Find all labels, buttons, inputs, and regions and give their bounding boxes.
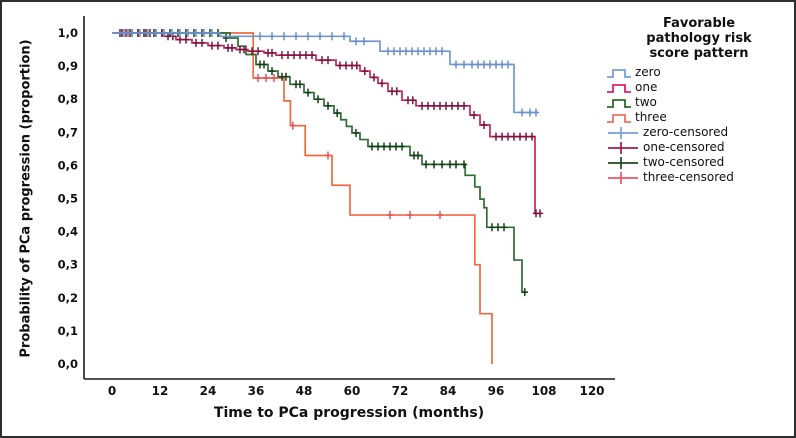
legend-item-zero: zero	[606, 65, 792, 80]
series-line-zero	[112, 32, 538, 114]
censor-marks-zero	[120, 29, 540, 117]
x-tick-label: 12	[152, 384, 169, 398]
step-line-swatch-icon	[607, 83, 631, 93]
legend-item-label: three	[635, 110, 667, 124]
y-tick-label: 0,8	[58, 92, 78, 106]
step-line-swatch-icon	[607, 113, 631, 123]
legend-items: zero one two three zero-censored one-censored…	[606, 65, 792, 185]
x-tick-label: 108	[531, 384, 556, 398]
legend-item-two: two	[606, 95, 792, 110]
legend-item-label: two-censored	[643, 155, 725, 169]
legend-item-label: two	[635, 95, 657, 109]
x-tick-label: 0	[108, 384, 116, 398]
y-tick-label: 0,9	[58, 59, 78, 73]
legend-item-zero-censored: zero-censored	[606, 125, 792, 140]
censor-marks-two	[118, 29, 528, 297]
y-tick-label: 0,4	[58, 225, 78, 239]
legend-item-three: three	[606, 110, 792, 125]
censor-plus-swatch-icon	[608, 141, 638, 154]
y-tick-label: 0,1	[58, 324, 78, 338]
y-tick-label: 0,3	[58, 258, 78, 272]
legend-item-two-censored: two-censored	[606, 155, 792, 170]
step-line-swatch-icon	[607, 68, 631, 78]
series-line-one	[112, 32, 540, 215]
legend: Favorable pathology risk score pattern zer…	[606, 16, 792, 185]
x-tick-label: 48	[296, 384, 313, 398]
x-tick-label: 36	[248, 384, 265, 398]
legend-item-label: one-censored	[643, 140, 725, 154]
y-tick-label: 0,6	[58, 158, 78, 172]
censor-plus-swatch-icon	[608, 156, 638, 169]
x-tick-label: 24	[200, 384, 217, 398]
x-tick-label: 84	[440, 384, 457, 398]
x-tick-label: 120	[579, 384, 604, 398]
legend-item-label: one	[635, 80, 658, 94]
censor-marks-three	[124, 29, 444, 220]
censor-plus-swatch-icon	[608, 171, 638, 184]
legend-title-line: score pattern	[649, 46, 749, 61]
legend-item-label: zero-censored	[643, 125, 729, 139]
y-tick-label: 0,5	[58, 192, 78, 206]
legend-title-line: Favorable	[662, 16, 736, 31]
x-tick-label: 72	[392, 384, 409, 398]
legend-item-label: zero	[635, 65, 661, 79]
legend-title: Favorable pathology risk score pattern	[606, 16, 792, 61]
legend-item-one-censored: one-censored	[606, 140, 792, 155]
legend-item-label: three-censored	[643, 170, 734, 184]
y-tick-label: 0,0	[58, 357, 78, 371]
y-tick-label: 0,2	[58, 291, 78, 305]
y-tick-label: 0,7	[58, 125, 78, 139]
x-axis-title: Time to PCa progression (months)	[213, 405, 485, 421]
x-tick-label: 60	[344, 384, 361, 398]
series-line-three	[112, 32, 493, 364]
y-tick-label: 1,0	[58, 26, 78, 40]
legend-item-one: one	[606, 80, 792, 95]
legend-title-line: pathology risk	[646, 31, 752, 46]
y-axis-title: Probability of PCa progression (proporti…	[18, 39, 34, 358]
censor-plus-swatch-icon	[608, 126, 638, 139]
legend-item-three-censored: three-censored	[606, 170, 792, 185]
step-line-swatch-icon	[607, 98, 631, 108]
x-tick-label: 96	[488, 384, 505, 398]
